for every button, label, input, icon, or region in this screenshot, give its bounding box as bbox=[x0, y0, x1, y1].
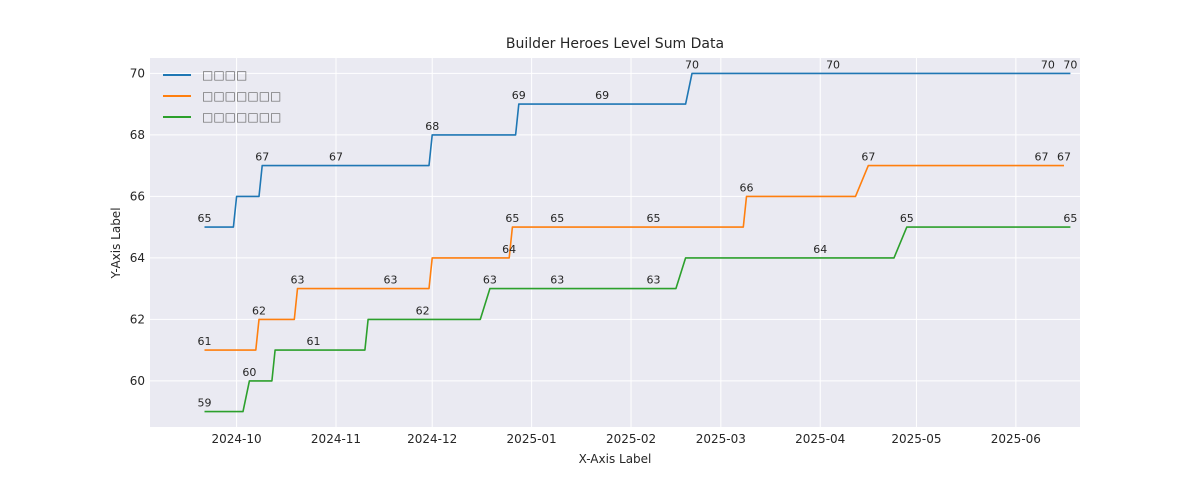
data-label: 64 bbox=[813, 243, 827, 256]
y-tick-label: 68 bbox=[130, 128, 145, 142]
data-label: 67 bbox=[1035, 151, 1049, 164]
legend-label: □□□□□□□ bbox=[202, 89, 281, 103]
data-label: 70 bbox=[1063, 58, 1077, 71]
legend: □□□□□□□□□□□□□□□□□□ bbox=[163, 68, 281, 124]
x-tick-label: 2024-11 bbox=[311, 432, 361, 446]
plot-background bbox=[150, 58, 1080, 427]
data-label: 70 bbox=[826, 58, 840, 71]
chart-title: Builder Heroes Level Sum Data bbox=[506, 36, 724, 52]
data-label: 67 bbox=[255, 151, 269, 164]
data-label: 60 bbox=[242, 366, 256, 379]
x-tick-label: 2024-12 bbox=[407, 432, 457, 446]
data-label: 63 bbox=[483, 274, 497, 287]
x-tick-label: 2025-02 bbox=[606, 432, 656, 446]
x-axis-title: X-Axis Label bbox=[579, 452, 652, 466]
data-label: 65 bbox=[550, 212, 564, 225]
data-label: 61 bbox=[198, 335, 212, 348]
data-label: 67 bbox=[329, 151, 343, 164]
x-tick-label: 2025-05 bbox=[891, 432, 941, 446]
x-tick-label: 2025-04 bbox=[795, 432, 845, 446]
y-tick-label: 64 bbox=[130, 251, 145, 265]
data-label: 64 bbox=[502, 243, 516, 256]
data-label: 68 bbox=[425, 120, 439, 133]
data-label: 65 bbox=[900, 212, 914, 225]
data-label: 69 bbox=[595, 89, 609, 102]
data-label: 63 bbox=[550, 274, 564, 287]
data-label: 61 bbox=[307, 335, 321, 348]
legend-label: □□□□ bbox=[202, 68, 247, 82]
data-label: 70 bbox=[685, 58, 699, 71]
series-layer bbox=[204, 72, 1071, 413]
x-tick-label: 2024-10 bbox=[212, 432, 262, 446]
x-tick-label: 2025-06 bbox=[991, 432, 1041, 446]
data-label: 69 bbox=[512, 89, 526, 102]
y-tick-label: 62 bbox=[130, 312, 145, 326]
x-tick-label: 2025-03 bbox=[696, 432, 746, 446]
data-label: 62 bbox=[252, 304, 266, 317]
grid-layer bbox=[150, 58, 1080, 427]
x-tick-labels: 2024-10 2024-11 2024-12 2025-01 2025-02 2025-… bbox=[212, 432, 1041, 446]
y-tick-labels: 60 62 64 66 68 70 bbox=[130, 66, 145, 388]
x-tick-label: 2025-01 bbox=[507, 432, 557, 446]
y-tick-label: 66 bbox=[130, 189, 145, 203]
data-labels: 65 67 67 68 69 69 70 70 70 70 61 62 63 63 64 65 65 65 66 67… bbox=[198, 58, 1078, 409]
series-line-3 bbox=[204, 226, 1071, 413]
y-tick-label: 60 bbox=[130, 374, 145, 388]
data-label: 63 bbox=[646, 274, 660, 287]
data-label: 65 bbox=[646, 212, 660, 225]
data-label: 70 bbox=[1041, 58, 1055, 71]
data-label: 62 bbox=[416, 304, 430, 317]
data-label: 63 bbox=[384, 274, 398, 287]
data-label: 65 bbox=[1063, 212, 1077, 225]
data-label: 63 bbox=[291, 274, 305, 287]
series-line-1 bbox=[204, 72, 1071, 228]
data-label: 67 bbox=[1057, 151, 1071, 164]
data-label: 67 bbox=[861, 151, 875, 164]
y-axis-title: Y-Axis Label bbox=[109, 207, 123, 279]
data-label: 65 bbox=[505, 212, 519, 225]
legend-label: □□□□□□□ bbox=[202, 110, 281, 124]
data-label: 59 bbox=[198, 397, 212, 410]
data-label: 65 bbox=[198, 212, 212, 225]
series-line-2 bbox=[204, 164, 1064, 351]
y-tick-label: 70 bbox=[130, 66, 145, 80]
data-label: 66 bbox=[739, 181, 753, 194]
